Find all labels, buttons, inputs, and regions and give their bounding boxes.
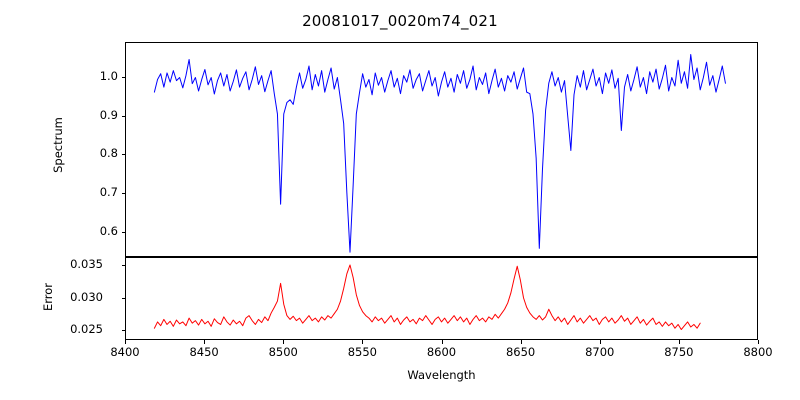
error-line-chart bbox=[153, 264, 701, 330]
y-tick-label-spectrum: 0.6 bbox=[99, 223, 118, 238]
spectrum-line-chart bbox=[153, 54, 726, 253]
spectrum-plot-panel bbox=[125, 42, 758, 257]
x-tick-label: 8750 bbox=[664, 345, 694, 359]
x-tick-label: 8550 bbox=[347, 345, 378, 359]
y-tick-label-spectrum: 0.8 bbox=[99, 146, 118, 161]
x-tick-label: 8450 bbox=[189, 345, 219, 359]
y-tick-mark-error bbox=[121, 265, 125, 267]
x-tick-mark bbox=[283, 340, 285, 344]
y-tick-label-spectrum: 0.9 bbox=[99, 107, 118, 122]
y-tick-mark-spectrum bbox=[121, 154, 125, 156]
x-axis-label: Wavelength bbox=[407, 368, 476, 382]
y-tick-mark-spectrum bbox=[121, 193, 125, 195]
error-series-line bbox=[153, 264, 701, 330]
x-tick-mark bbox=[678, 340, 680, 344]
x-tick-label: 8650 bbox=[505, 345, 536, 359]
y-tick-mark-error bbox=[121, 297, 125, 299]
y-tick-mark-error bbox=[121, 330, 125, 332]
y-tick-label-error: 0.025 bbox=[70, 322, 103, 337]
y-tick-label-spectrum: 0.7 bbox=[99, 185, 118, 200]
x-tick-mark bbox=[599, 340, 601, 344]
x-tick-mark bbox=[125, 340, 126, 344]
x-tick-label: 8500 bbox=[268, 345, 298, 359]
x-tick-label: 8700 bbox=[585, 345, 615, 359]
x-tick-mark bbox=[362, 340, 364, 344]
x-tick-mark bbox=[758, 340, 759, 344]
x-tick-label: 8800 bbox=[743, 345, 773, 359]
page-title: 20081017_0020m74_021 bbox=[302, 12, 498, 30]
y-tick-mark-spectrum bbox=[121, 115, 125, 117]
x-tick-label: 8400 bbox=[110, 345, 140, 359]
y-tick-label-spectrum: 1.0 bbox=[99, 68, 118, 83]
x-tick-mark bbox=[204, 340, 206, 344]
y-tick-mark-spectrum bbox=[121, 76, 125, 78]
spectrum-series-line bbox=[153, 54, 726, 253]
y-tick-label-error: 0.030 bbox=[70, 289, 103, 304]
x-tick-mark bbox=[520, 340, 522, 344]
error-plot-panel bbox=[125, 257, 758, 340]
y-tick-label-error: 0.035 bbox=[70, 257, 103, 272]
x-tick-label: 8600 bbox=[426, 345, 457, 359]
x-tick-mark bbox=[441, 340, 443, 344]
y-tick-mark-spectrum bbox=[121, 231, 125, 233]
